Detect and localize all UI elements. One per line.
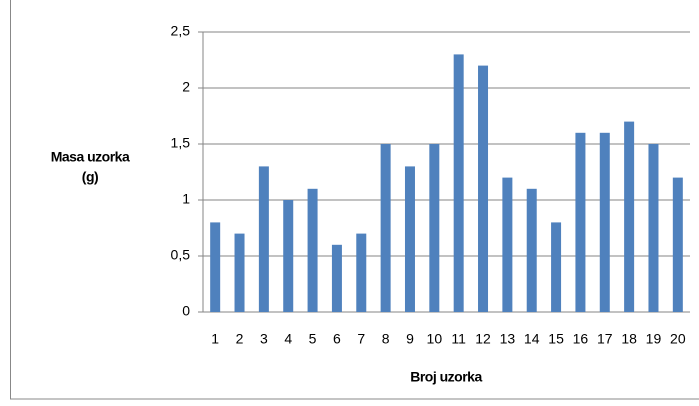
x-tick-label: 2 xyxy=(236,331,244,347)
bar xyxy=(356,233,367,312)
x-tick-label: 20 xyxy=(670,331,686,347)
x-tick-label: 4 xyxy=(284,331,292,347)
bar xyxy=(478,65,489,312)
bar xyxy=(283,200,294,312)
y-tick-label: 2 xyxy=(182,79,190,95)
x-tick-label: 3 xyxy=(260,331,268,347)
x-tick-label: 1 xyxy=(211,331,219,347)
y-tick-label: 1,5 xyxy=(171,135,191,151)
x-tick-label: 11 xyxy=(451,331,466,347)
bar xyxy=(234,233,245,312)
bar xyxy=(599,132,610,312)
bar xyxy=(648,144,659,312)
y-axis-label: (g) xyxy=(82,169,98,185)
y-tick-label: 0,5 xyxy=(171,247,191,263)
bar xyxy=(551,222,562,312)
bar xyxy=(526,188,537,312)
x-tick-label: 6 xyxy=(333,331,341,347)
y-tick-label: 2,5 xyxy=(171,23,191,39)
x-tick-label: 15 xyxy=(548,331,564,347)
x-axis-label: Broj uzorka xyxy=(410,369,482,385)
bar xyxy=(307,188,318,312)
y-tick-label: 0 xyxy=(182,303,190,319)
bar xyxy=(380,144,391,312)
x-tick-label: 12 xyxy=(475,331,491,347)
x-tick-label: 5 xyxy=(309,331,317,347)
x-tick-label: 19 xyxy=(646,331,662,347)
y-tick-label: 1 xyxy=(182,191,190,207)
bar xyxy=(210,222,221,312)
x-tick-label: 18 xyxy=(621,331,637,347)
bar xyxy=(624,121,635,312)
x-tick-label: 8 xyxy=(382,331,390,347)
x-tick-label: 10 xyxy=(427,331,443,347)
x-tick-label: 16 xyxy=(573,331,589,347)
x-tick-label: 9 xyxy=(406,331,414,347)
bar xyxy=(672,177,683,312)
x-tick-label: 17 xyxy=(597,331,613,347)
bar xyxy=(258,166,269,312)
x-tick-label: 7 xyxy=(357,331,365,347)
x-tick-label: 13 xyxy=(500,331,516,347)
bar xyxy=(429,144,440,312)
y-axis-label: Masa uzorka xyxy=(51,149,130,165)
bar xyxy=(453,54,464,313)
bar xyxy=(404,166,415,312)
bar xyxy=(331,244,342,312)
x-tick-label: 14 xyxy=(524,331,540,347)
bar xyxy=(502,177,513,312)
bar xyxy=(575,132,586,312)
